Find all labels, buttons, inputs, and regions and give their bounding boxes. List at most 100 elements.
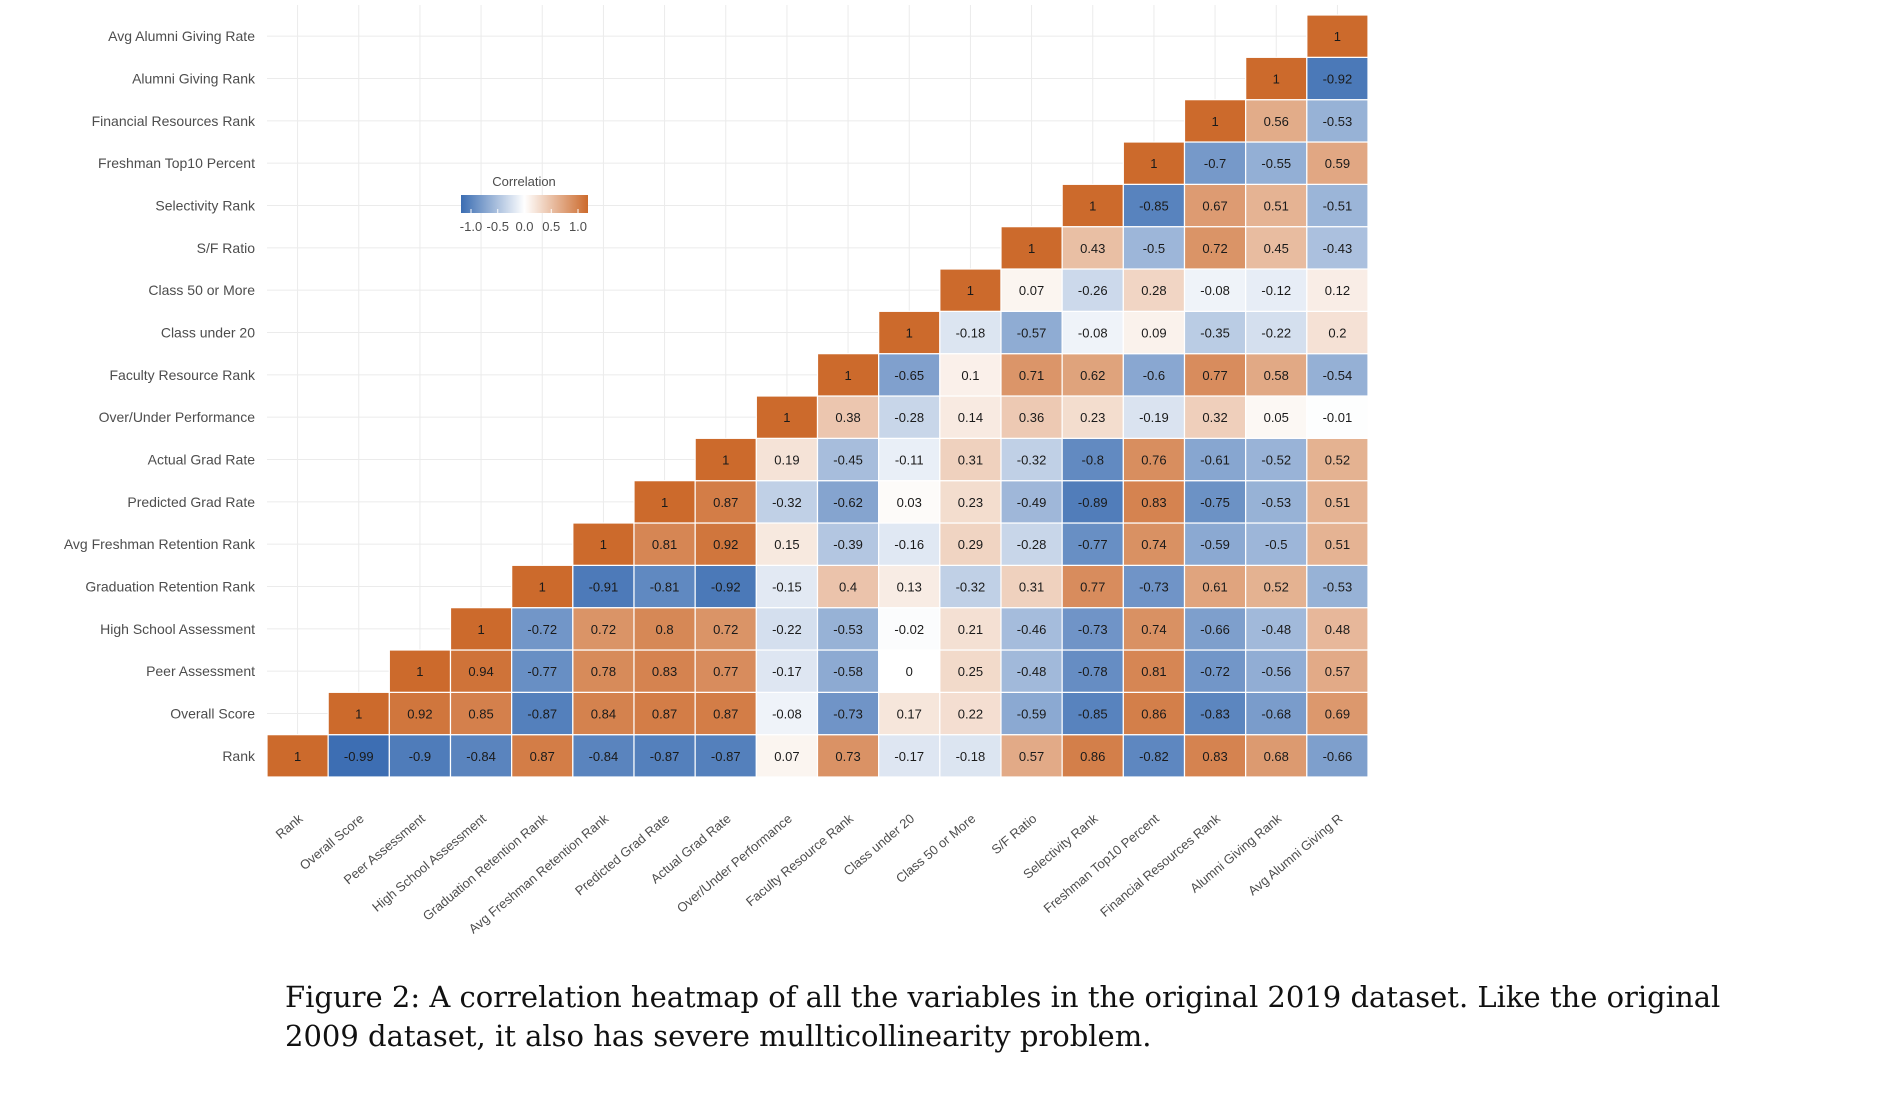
heatmap-cell: [1000, 310, 1063, 355]
heatmap-cell: [939, 395, 1002, 439]
cell-value-label: 0.73: [835, 749, 860, 764]
heatmap-cell: [1061, 226, 1124, 270]
heatmap-cell: [633, 734, 696, 778]
heatmap-cell: [327, 734, 390, 778]
heatmap-cell: [1306, 564, 1369, 609]
heatmap-cell: [511, 564, 574, 609]
cell-value-label: 0.94: [468, 664, 493, 679]
cell-value-label: -0.9: [409, 749, 431, 764]
cell-value-label: 0.83: [652, 664, 677, 679]
heatmap-cell: [755, 395, 819, 439]
cell-value-label: -0.65: [894, 368, 924, 383]
heatmap-cell: [694, 437, 757, 482]
cell-value-label: 0.8: [656, 622, 674, 637]
heatmap-cell: [1183, 141, 1247, 185]
heatmap-cell: [1245, 649, 1308, 693]
cell-value-label: -0.6: [1143, 368, 1165, 383]
cell-value-label: -0.22: [1261, 326, 1291, 341]
heatmap-cell: [1061, 395, 1124, 439]
heatmap-cell: [755, 691, 819, 736]
heatmap-cell: [878, 353, 941, 397]
cell-value-label: 0.1: [961, 368, 979, 383]
cell-value-label: 0.38: [835, 410, 860, 425]
cell-value-label: -0.68: [1261, 707, 1291, 722]
heatmap-cell: [1306, 480, 1369, 524]
y-tick-label: Overall Score: [170, 706, 255, 722]
heatmap-cell: [1183, 649, 1247, 693]
cell-value-label: -0.08: [1200, 283, 1230, 298]
heatmap-cell: [1245, 183, 1308, 228]
cell-value-label: -0.59: [1017, 707, 1047, 722]
heatmap-cell: [1061, 607, 1124, 651]
x-tick-label: Graduation Retention Rank: [420, 810, 551, 923]
cell-value-label: -0.77: [1078, 537, 1108, 552]
cell-value-label: 0.61: [1202, 580, 1227, 595]
cell-value-label: -0.08: [772, 707, 802, 722]
heatmap-cell: [1245, 353, 1308, 397]
heatmap-cell: [1061, 437, 1124, 482]
cell-value-label: 1: [355, 707, 362, 722]
cell-value-label: 0.23: [958, 495, 983, 510]
cell-value-label: -0.48: [1017, 664, 1047, 679]
cell-value-label: 0: [906, 664, 913, 679]
heatmap-cell: [1306, 522, 1369, 566]
cell-value-label: 0.74: [1141, 622, 1166, 637]
cell-value-label: 0.51: [1325, 537, 1350, 552]
y-tick-label: Rank: [222, 748, 256, 764]
cell-value-label: -0.72: [527, 622, 557, 637]
cell-value-label: -0.85: [1078, 707, 1108, 722]
y-tick-label: Predicted Grad Rate: [127, 494, 255, 510]
cell-value-label: 0.59: [1325, 156, 1350, 171]
cell-value-label: -0.73: [1078, 622, 1108, 637]
heatmap-cell: [633, 649, 696, 693]
cell-value-label: 0.28: [1141, 283, 1166, 298]
heatmap-cell: [1183, 268, 1247, 312]
cell-value-label: 1: [600, 537, 607, 552]
cell-value-label: -0.83: [1200, 707, 1230, 722]
cell-value-label: -0.19: [1139, 410, 1169, 425]
heatmap-cell: [1306, 226, 1369, 270]
heatmap-cell: [1245, 480, 1308, 524]
cell-value-label: 0.84: [591, 707, 616, 722]
heatmap-cell: [1245, 268, 1308, 312]
heatmap-cell: [266, 734, 329, 778]
cell-value-label: -0.56: [1261, 664, 1291, 679]
cell-value-label: 0.69: [1325, 707, 1350, 722]
cell-value-label: 1: [477, 622, 484, 637]
cell-value-label: 0.72: [591, 622, 616, 637]
cell-value-label: -0.28: [1017, 537, 1047, 552]
cell-value-label: 1: [844, 368, 851, 383]
heatmap-cells: 1 -0.99 1 -0.9 0.92 1 -0.84 0.85 0.94 1 0.87 -0.87 -…: [266, 14, 1369, 778]
heatmap-cell: [1122, 649, 1186, 693]
cell-value-label: 0.05: [1264, 410, 1289, 425]
heatmap-cell: [633, 691, 696, 736]
cell-value-label: 0.36: [1019, 410, 1044, 425]
cell-value-label: -0.53: [1323, 580, 1353, 595]
cell-value-label: -0.18: [956, 749, 986, 764]
cell-value-label: 0.23: [1080, 410, 1105, 425]
cell-value-label: -0.5: [1265, 537, 1287, 552]
cell-value-label: -0.39: [833, 537, 863, 552]
cell-value-label: 1: [1273, 72, 1280, 87]
cell-value-label: -0.32: [956, 580, 986, 595]
cell-value-label: -0.77: [527, 664, 557, 679]
heatmap-cell: [816, 564, 880, 609]
cell-value-label: -0.72: [1200, 664, 1230, 679]
cell-value-label: -0.7: [1204, 156, 1226, 171]
cell-value-label: -0.78: [1078, 664, 1108, 679]
cell-value-label: -0.99: [344, 749, 374, 764]
y-tick-label: Alumni Giving Rank: [132, 71, 256, 87]
heatmap-cell: [694, 564, 757, 609]
legend-tick-label: -0.5: [487, 219, 509, 234]
heatmap-cell: [1306, 437, 1369, 482]
cell-value-label: -0.45: [833, 453, 863, 468]
heatmap-cell: [1000, 480, 1063, 524]
heatmap-cell: [1000, 649, 1063, 693]
cell-value-label: -0.61: [1200, 453, 1230, 468]
heatmap-cell: [1306, 141, 1369, 185]
x-tick-label: S/F Ratio: [988, 811, 1039, 857]
heatmap-cell: [1183, 734, 1247, 778]
cell-value-label: 0.81: [652, 537, 677, 552]
cell-value-label: 0.87: [713, 707, 738, 722]
